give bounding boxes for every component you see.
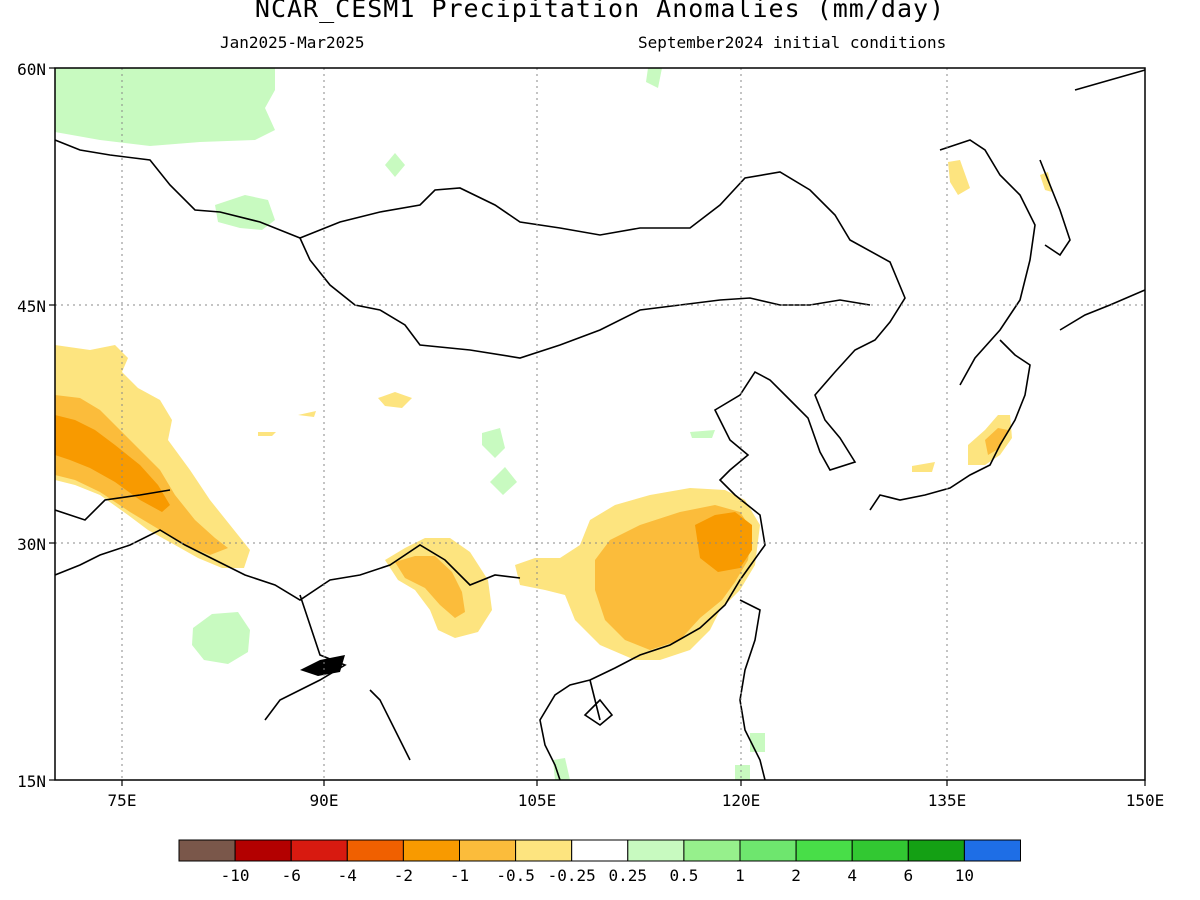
colorbar-swatch [683,839,741,862]
colorbar-label: 4 [847,866,857,885]
wet-anomaly-small [690,430,715,438]
colorbar-label: 6 [903,866,913,885]
colorbar-label: -2 [394,866,413,885]
dry-anomaly-small [1040,172,1052,192]
colorbar-label: -1 [450,866,469,885]
bangladesh-delta [300,655,345,676]
colorbar-label: 0.25 [609,866,648,885]
colorbar-label: 0.5 [669,866,698,885]
lat-label: 30N [17,535,46,554]
colorbar-swatch [963,839,1022,862]
dry-anomaly-himalaya [55,345,250,568]
colorbar: -10 -6 -4 -2 -1 -0.5 -0.25 0.25 0.5 1 2 4 6 10 [178,839,1022,885]
colorbar-swatch [178,839,236,862]
initial-conditions: September2024 initial conditions [638,33,947,52]
dry-anomaly-yangtze [695,512,752,572]
axis-ticks [49,67,1146,786]
colorbar-label: -6 [282,866,301,885]
colorbar-swatch [515,839,573,862]
colorbar-swatch [627,839,685,862]
colorbar-swatch [346,839,404,862]
lon-label: 90E [310,791,339,810]
lon-label: 120E [722,791,761,810]
lon-label: 135E [928,791,967,810]
wet-anomaly-tibet [490,467,517,495]
dry-anomaly-yunnan-core [395,556,465,618]
colorbar-swatch [851,839,909,862]
dry-anomaly-small [258,432,276,436]
coastlines [55,69,1145,780]
wet-anomaly-small [385,153,405,177]
lat-label: 60N [17,60,46,79]
anomaly-layer [55,68,1145,780]
colorbar-label: -0.25 [548,866,596,885]
colorbar-label: -10 [221,866,250,885]
dry-anomaly-pamir [55,415,170,512]
colorbar-label: -4 [338,866,357,885]
wet-anomaly-india [192,612,250,664]
map-title: NCAR_CESM1 Precipitation Anomalies (mm/d… [254,0,946,23]
colorbar-swatch [459,839,517,862]
colorbar-swatch [234,839,292,862]
lon-label: 105E [518,791,557,810]
colorbar-swatch [795,839,853,862]
wet-anomaly-small [750,733,765,752]
lon-label: 150E [1126,791,1165,810]
dry-anomaly-small [912,462,935,472]
lon-label: 75E [108,791,137,810]
wet-anomaly-siberia [55,68,275,146]
colorbar-swatch [739,839,797,862]
colorbar-swatch [907,839,965,862]
map-frame [54,67,1146,781]
colorbar-label: 2 [791,866,801,885]
lat-label: 45N [17,297,46,316]
colorbar-label: 10 [955,866,974,885]
dry-anomaly-small [378,392,412,408]
colorbar-swatch [402,839,460,862]
colorbar-label: -0.5 [496,866,535,885]
wet-anomaly-small [553,758,570,780]
lat-label: 15N [17,772,46,791]
forecast-period: Jan2025-Mar2025 [220,33,365,52]
graticule [55,68,1145,780]
dry-anomaly-japan-core [985,428,1008,455]
colorbar-swatch [571,839,629,862]
dry-anomaly-small [298,411,316,417]
colorbar-label: 1 [735,866,745,885]
dry-anomaly-small [948,160,970,195]
colorbar-swatch [290,839,348,862]
wet-anomaly-tibet [482,428,505,458]
wet-anomaly-small [646,68,662,88]
wet-anomaly-small [735,765,750,780]
